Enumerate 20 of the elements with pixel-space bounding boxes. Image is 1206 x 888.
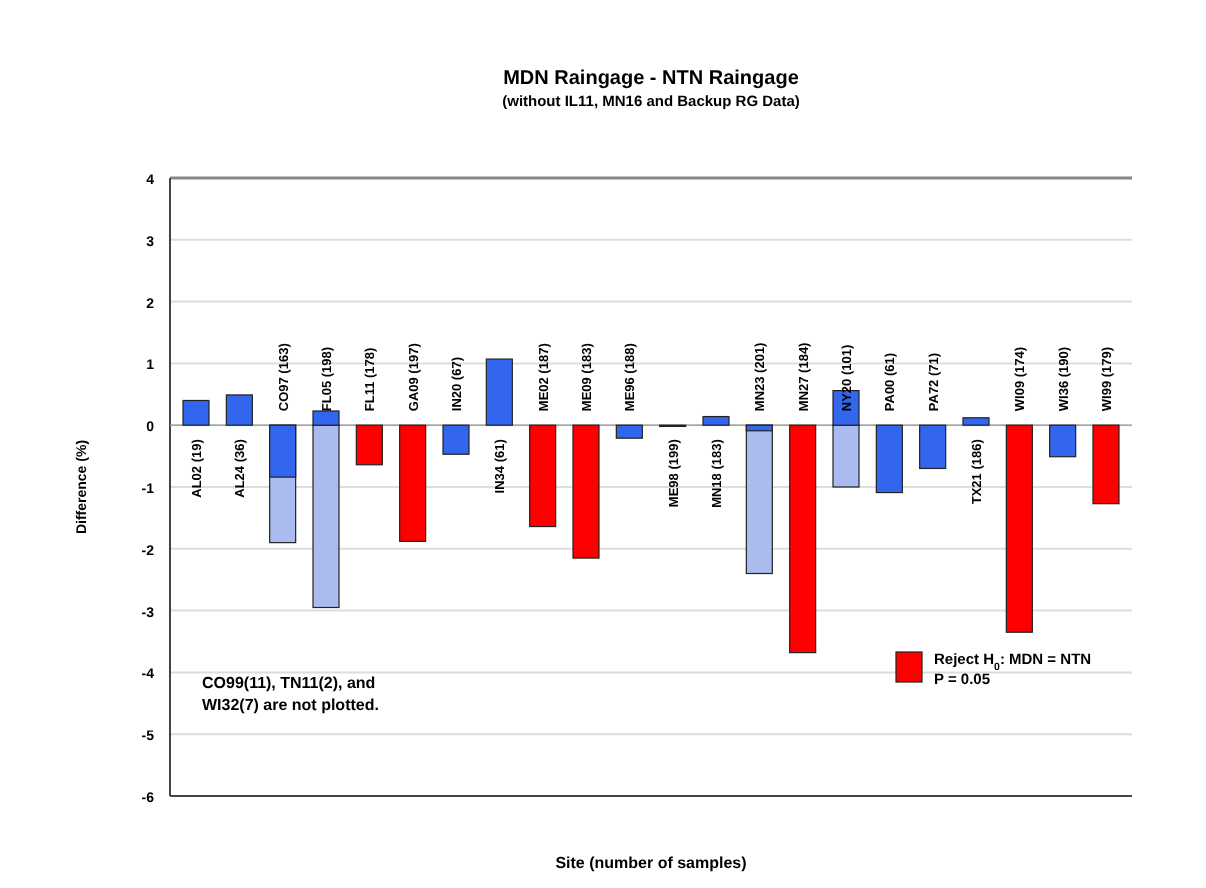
bar — [919, 424, 947, 470]
bar — [182, 399, 210, 426]
bar — [529, 424, 557, 528]
bar — [875, 424, 903, 494]
bar — [615, 424, 643, 439]
bar — [702, 415, 730, 426]
bar — [355, 424, 383, 466]
bar — [1005, 424, 1033, 633]
bar — [485, 358, 513, 426]
bar — [572, 424, 600, 559]
bar — [962, 417, 990, 426]
x-axis-title: Site (number of samples) — [555, 854, 748, 872]
bar — [399, 424, 427, 542]
annotation: CO99(11), TN11(2), and WI32(7) are not plotted. — [202, 673, 379, 714]
bar — [1049, 424, 1077, 458]
bar — [225, 394, 253, 426]
bar — [442, 424, 470, 455]
chart-title: MDN Raingage - NTN Raingage — [503, 68, 800, 90]
bar — [789, 424, 817, 654]
bar — [1092, 424, 1120, 505]
